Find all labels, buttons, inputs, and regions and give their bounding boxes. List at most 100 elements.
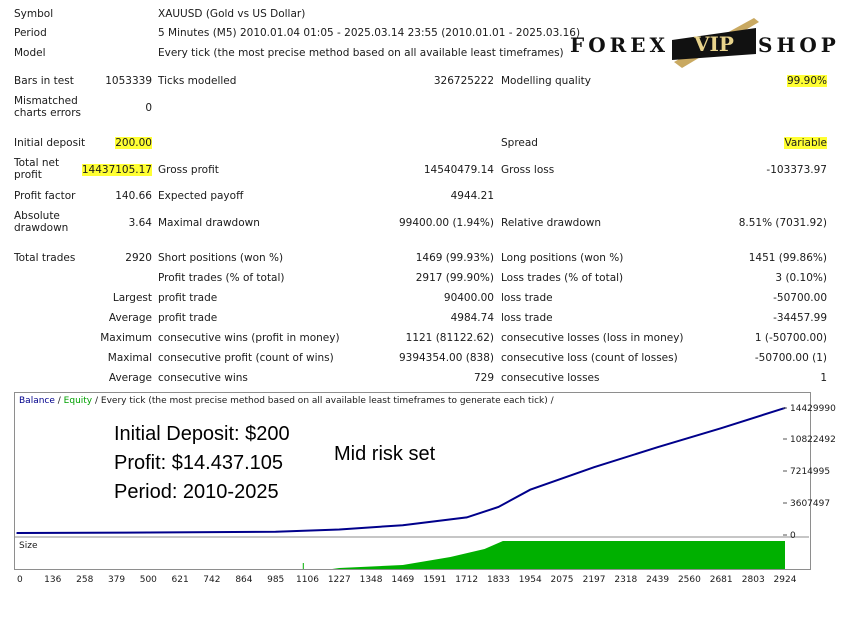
x-tick-label: 2318 — [614, 575, 637, 585]
expected-payoff-label: Expected payoff — [158, 190, 244, 202]
expected-payoff-value: 4944.21 — [450, 190, 494, 202]
gross-loss-value: -103373.97 — [766, 164, 827, 176]
symbol-label: Symbol — [14, 8, 54, 20]
x-tick-label: 621 — [172, 575, 189, 585]
mismatch-value: 0 — [145, 102, 152, 114]
deposit-value: 200.00 — [115, 137, 152, 149]
average-label: Average — [108, 312, 152, 324]
x-tick-label: 1227 — [328, 575, 351, 585]
quality-label: Modelling quality — [501, 75, 591, 87]
x-tick-label: 1954 — [519, 575, 542, 585]
x-tick-label: 1106 — [296, 575, 319, 585]
long-positions-label: Long positions (won %) — [501, 252, 624, 264]
balance-series-line — [16, 406, 786, 534]
largest-loss-value: -50700.00 — [773, 292, 827, 304]
y-tick-label: 10822492 — [790, 435, 836, 445]
overlay-initial-deposit: Initial Deposit: $200 — [114, 423, 290, 445]
average-loss-value: -34457.99 — [773, 312, 827, 324]
gross-profit-label: Gross profit — [158, 164, 219, 176]
period-label: Period — [14, 27, 47, 39]
deposit-label: Initial deposit — [14, 137, 86, 149]
x-tick-label: 136 — [44, 575, 61, 585]
model-value: Every tick (the most precise method base… — [158, 47, 564, 59]
bars-label: Bars in test — [14, 75, 74, 87]
x-tick-label: 1833 — [487, 575, 510, 585]
absolute-drawdown-label: Absolute drawdown — [14, 210, 69, 234]
profit-factor-label: Profit factor — [14, 190, 76, 202]
x-tick-label: 742 — [203, 575, 220, 585]
gross-profit-value: 14540479.14 — [423, 164, 494, 176]
logo-word-forex: FOREX — [570, 33, 670, 57]
balance-point — [274, 530, 277, 533]
maximal-consecutive-profit-value: 9394354.00 (838) — [398, 352, 494, 364]
x-tick-label: 1591 — [423, 575, 446, 585]
model-label: Model — [14, 47, 46, 59]
balance-chart — [14, 392, 811, 570]
relative-drawdown-value: 8.51% (7031.92) — [738, 217, 827, 229]
x-tick-label: 2803 — [742, 575, 765, 585]
long-positions-value: 1451 (99.86%) — [748, 252, 827, 264]
logo-word-shop: SHOP — [758, 33, 840, 57]
loss-trades-label: Loss trades (% of total) — [501, 272, 624, 284]
average-profit-value: 4984.74 — [450, 312, 494, 324]
y-axis: 14429990 10822492 7214995 3607497 0 — [783, 404, 836, 541]
chart-title: Balance / Equity / Every tick (the most … — [19, 396, 554, 406]
overlay-period: Period: 2010-2025 — [114, 481, 279, 503]
largest-profit-label: profit trade — [158, 292, 218, 304]
ticks-value: 326725222 — [433, 75, 494, 87]
x-axis: 0 136 258 379 500 621 742 864 985 1106 1227 1348 146… — [17, 575, 797, 585]
average-consecutive-losses-label: consecutive losses — [501, 372, 600, 384]
x-tick-label: 1348 — [360, 575, 383, 585]
average-consecutive-wins-label: consecutive wins — [158, 372, 248, 384]
short-positions-value: 1469 (99.93%) — [415, 252, 494, 264]
maximum-label: Maximum — [100, 332, 152, 344]
max-consecutive-losses-value: 1 (-50700.00) — [754, 332, 827, 344]
balance-point — [402, 524, 404, 527]
x-tick-label: 0 — [17, 575, 23, 585]
balance-point — [593, 466, 595, 468]
x-tick-label: 1712 — [455, 575, 478, 585]
largest-loss-label: loss trade — [501, 292, 553, 304]
y-tick-label: 14429990 — [790, 404, 836, 414]
y-tick-label: 7214995 — [790, 467, 830, 477]
overlay-risk-set: Mid risk set — [334, 443, 436, 465]
chart-title-balance: Balance — [19, 396, 55, 406]
profit-trades-label: Profit trades (% of total) — [158, 272, 285, 284]
largest-profit-value: 90400.00 — [443, 292, 494, 304]
x-tick-label: 2924 — [774, 575, 797, 585]
spread-label: Spread — [501, 137, 538, 149]
net-profit-label: Total net profit — [14, 157, 60, 181]
max-consecutive-wins-label: consecutive wins (profit in money) — [158, 332, 340, 344]
relative-drawdown-label: Relative drawdown — [501, 217, 602, 229]
total-trades-label: Total trades — [14, 252, 76, 264]
y-tick-label: 0 — [790, 531, 796, 541]
spread-value: Variable — [784, 137, 827, 149]
balance-point — [147, 531, 150, 534]
max-consecutive-losses-label: consecutive losses (loss in money) — [501, 332, 684, 344]
absolute-drawdown-value: 3.64 — [128, 217, 152, 229]
chart-title-equity: Equity — [63, 396, 93, 406]
max-consecutive-wins-value: 1121 (81122.62) — [405, 332, 494, 344]
loss-trades-value: 3 (0.10%) — [775, 272, 827, 284]
x-tick-label: 2439 — [646, 575, 669, 585]
forex-vip-shop-logo: FOREX VIP SHOP — [570, 10, 840, 76]
largest-label: Largest — [112, 292, 152, 304]
balance-point — [656, 446, 659, 449]
balance-point — [497, 506, 500, 508]
x-tick-label: 985 — [267, 575, 284, 585]
balance-point — [529, 488, 532, 491]
period-value: 5 Minutes (M5) 2010.01.04 01:05 - 2025.0… — [158, 27, 581, 39]
overlay-profit: Profit: $14.437.105 — [114, 452, 284, 474]
x-tick-label: 2075 — [551, 575, 574, 585]
x-tick-label: 379 — [108, 575, 125, 585]
maximal-drawdown-label: Maximal drawdown — [158, 217, 260, 229]
x-tick-label: 500 — [140, 575, 157, 585]
average-consecutive-losses-value: 1 — [820, 372, 827, 384]
x-tick-label: 2560 — [678, 575, 701, 585]
profit-factor-value: 140.66 — [115, 190, 152, 202]
quality-value: 99.90% — [786, 75, 827, 87]
net-profit-value: 14437105.17 — [81, 164, 152, 176]
balance-point — [465, 516, 468, 519]
maximal-consecutive-profit-label: consecutive profit (count of wins) — [158, 352, 334, 364]
chart-title-rest: / Every tick (the most precise method ba… — [92, 396, 554, 406]
